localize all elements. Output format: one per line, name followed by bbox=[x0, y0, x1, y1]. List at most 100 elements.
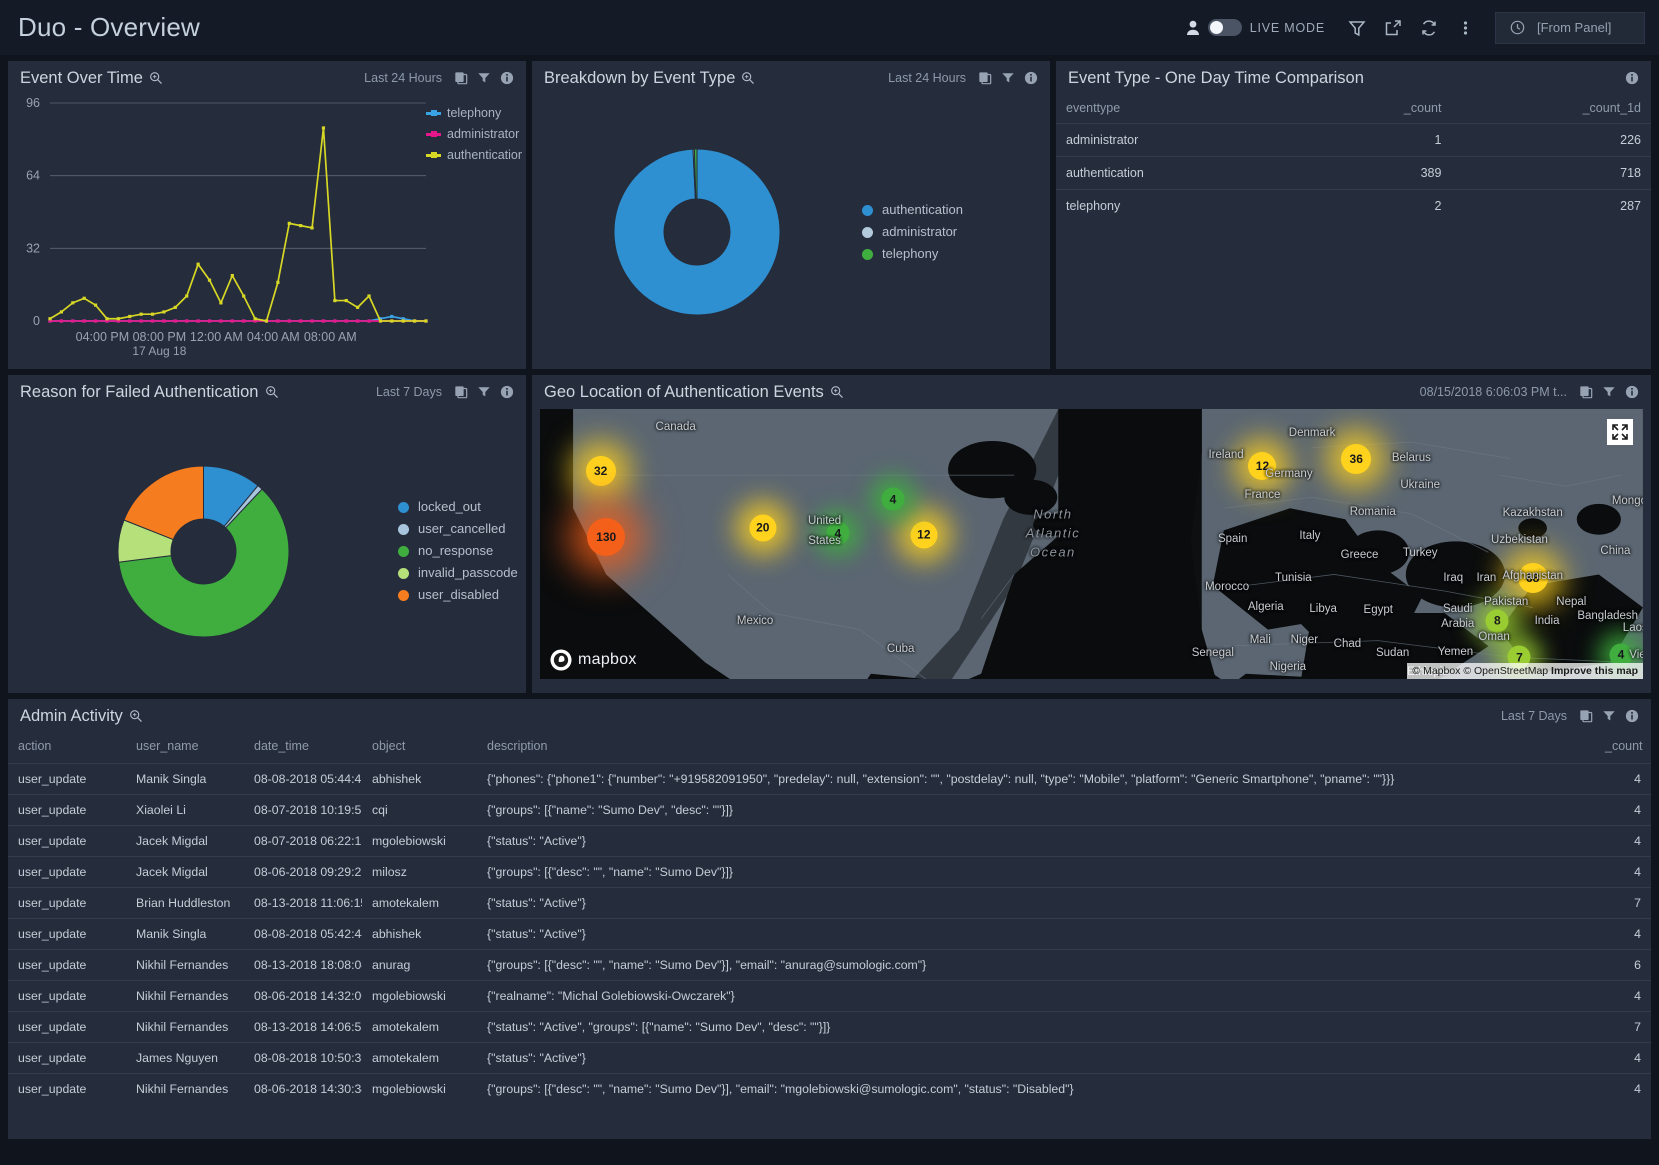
more-vertical-icon[interactable] bbox=[1447, 10, 1483, 46]
info-icon[interactable] bbox=[1625, 709, 1639, 723]
legend-item[interactable]: invalid_passcode bbox=[398, 562, 518, 584]
map-place-label: Laos bbox=[1622, 621, 1643, 634]
search-icon[interactable] bbox=[149, 71, 163, 85]
table-row[interactable]: user_update James Nguyen 08-08-2018 10:50:… bbox=[8, 1042, 1651, 1074]
svg-text:64: 64 bbox=[26, 169, 40, 183]
filter-icon[interactable] bbox=[477, 71, 491, 85]
table-row[interactable]: user_update Manik Singla 08-08-2018 05:44:… bbox=[8, 763, 1651, 795]
table-row[interactable]: user_update Jacek Migdal 08-06-2018 09:29:… bbox=[8, 856, 1651, 888]
column-header[interactable]: _count bbox=[1605, 739, 1643, 753]
filter-icon[interactable] bbox=[1602, 385, 1616, 399]
donut-slice[interactable] bbox=[693, 148, 698, 200]
map-marker[interactable]: 12 bbox=[910, 521, 938, 549]
map-marker[interactable]: 32 bbox=[585, 456, 616, 487]
donut-svg bbox=[613, 148, 781, 316]
legend-item[interactable]: administrator bbox=[862, 221, 963, 243]
column-header[interactable]: date_time bbox=[254, 739, 309, 753]
table-row[interactable]: user_update Nikhil Fernandes 08-06-2018 14… bbox=[8, 1073, 1651, 1104]
info-icon[interactable] bbox=[1625, 71, 1639, 85]
cell-object: milosz bbox=[362, 856, 477, 888]
geo-map[interactable]: 32 130 20 4 12 4 12 36 68 8 7 4 Canada United States M… bbox=[540, 409, 1643, 679]
donut-slice[interactable] bbox=[613, 148, 781, 316]
filter-icon[interactable] bbox=[1001, 71, 1015, 85]
map-marker[interactable]: 4 bbox=[826, 521, 850, 545]
improve-map-link[interactable]: Improve this map bbox=[1551, 665, 1638, 677]
table-row[interactable]: administrator 1 226 bbox=[1056, 123, 1651, 157]
map-marker[interactable]: 36 bbox=[1341, 443, 1372, 474]
column-header[interactable]: object bbox=[372, 739, 406, 753]
info-icon[interactable] bbox=[500, 71, 514, 85]
map-marker[interactable]: 4 bbox=[881, 487, 905, 511]
live-mode-toggle[interactable] bbox=[1207, 19, 1242, 36]
donut-slice[interactable] bbox=[122, 464, 204, 540]
cell-date-time: 08-06-2018 09:29:22 bbox=[244, 856, 362, 888]
table-row[interactable]: user_update Manik Singla 08-08-2018 05:42:… bbox=[8, 918, 1651, 950]
expand-icon[interactable] bbox=[1607, 419, 1633, 445]
legend-label: administrator bbox=[447, 127, 520, 141]
admin-activity-scroll[interactable]: action user_name date_time object descriptio… bbox=[8, 733, 1651, 1137]
table-row[interactable]: user_update Nikhil Fernandes 08-13-2018 18… bbox=[8, 949, 1651, 981]
filter-icon[interactable] bbox=[477, 385, 491, 399]
map-place-label: Morocco bbox=[1205, 581, 1250, 594]
refresh-icon[interactable] bbox=[1411, 10, 1447, 46]
panel-tools: 08/15/2018 6:06:03 PM t... bbox=[1420, 385, 1639, 399]
map-place-label: Italy bbox=[1299, 529, 1321, 542]
time-range-picker[interactable]: [From Panel] bbox=[1495, 11, 1645, 44]
filter-icon[interactable] bbox=[1339, 10, 1375, 46]
share-icon[interactable] bbox=[1375, 10, 1411, 46]
search-icon[interactable] bbox=[741, 71, 755, 85]
table-row[interactable]: authentication 389 718 bbox=[1056, 156, 1651, 190]
info-icon[interactable] bbox=[1024, 71, 1038, 85]
column-header[interactable]: _count bbox=[1403, 101, 1442, 115]
legend-item[interactable]: user_cancelled bbox=[398, 518, 518, 540]
table-row[interactable]: user_update Jacek Migdal 08-07-2018 06:22:… bbox=[8, 825, 1651, 857]
column-header[interactable]: _count_1d bbox=[1582, 101, 1641, 115]
cell-count-1d: 718 bbox=[1451, 156, 1651, 190]
map-marker[interactable]: 12 bbox=[1248, 451, 1277, 480]
copy-icon[interactable] bbox=[1579, 709, 1593, 723]
mapbox-icon bbox=[550, 649, 572, 671]
table-row[interactable]: user_update Nikhil Fernandes 08-06-2018 14… bbox=[8, 980, 1651, 1012]
panel-header: Breakdown by Event Type Last 24 Hours bbox=[532, 61, 1050, 95]
donut-slice[interactable] bbox=[117, 487, 289, 637]
table-row[interactable]: user_update Brian Huddleston 08-13-2018 11… bbox=[8, 887, 1651, 919]
legend-marker bbox=[398, 545, 409, 557]
legend-item[interactable]: no_response bbox=[398, 540, 518, 562]
copy-icon[interactable] bbox=[454, 385, 468, 399]
search-icon[interactable] bbox=[265, 385, 279, 399]
copy-icon[interactable] bbox=[978, 71, 992, 85]
map-marker[interactable]: 8 bbox=[1485, 609, 1509, 633]
column-header[interactable]: action bbox=[18, 739, 52, 753]
svg-text:17 Aug 18: 17 Aug 18 bbox=[132, 344, 186, 358]
column-header[interactable]: user_name bbox=[136, 739, 199, 753]
svg-text:04:00 PM: 04:00 PM bbox=[76, 330, 130, 344]
legend-item[interactable]: user_disabled bbox=[398, 584, 518, 606]
column-header[interactable]: eventtype bbox=[1066, 101, 1121, 115]
legend-item[interactable]: authentication bbox=[426, 145, 522, 166]
legend-item[interactable]: telephony bbox=[426, 103, 522, 124]
search-icon[interactable] bbox=[830, 385, 844, 399]
legend-label: user_cancelled bbox=[418, 521, 506, 536]
map-marker[interactable]: 4 bbox=[1609, 643, 1633, 667]
legend-item[interactable]: locked_out bbox=[398, 496, 518, 518]
panel-header: Event Over Time Last 24 Hours bbox=[8, 61, 526, 95]
search-icon[interactable] bbox=[129, 709, 143, 723]
legend-item[interactable]: administrator bbox=[426, 124, 522, 145]
map-marker[interactable]: 130 bbox=[587, 518, 626, 557]
table-row[interactable]: telephony 2 287 bbox=[1056, 189, 1651, 222]
live-mode-group[interactable]: LIVE MODE bbox=[1186, 19, 1325, 36]
table-row[interactable]: user_update Nikhil Fernandes 08-13-2018 14… bbox=[8, 1011, 1651, 1043]
copy-icon[interactable] bbox=[1579, 385, 1593, 399]
legend-item[interactable]: authentication bbox=[862, 199, 963, 221]
mapbox-logo[interactable]: mapbox bbox=[550, 649, 637, 671]
info-icon[interactable] bbox=[1625, 385, 1639, 399]
table-row[interactable]: user_update Xiaolei Li 08-07-2018 10:19:57… bbox=[8, 794, 1651, 826]
legend-item[interactable]: telephony bbox=[862, 243, 963, 265]
copy-icon[interactable] bbox=[454, 71, 468, 85]
cell-object: abhishek bbox=[362, 763, 477, 795]
info-icon[interactable] bbox=[500, 385, 514, 399]
column-header[interactable]: description bbox=[487, 739, 548, 753]
map-marker[interactable]: 20 bbox=[749, 514, 777, 542]
map-marker[interactable]: 68 bbox=[1517, 562, 1548, 593]
filter-icon[interactable] bbox=[1602, 709, 1616, 723]
